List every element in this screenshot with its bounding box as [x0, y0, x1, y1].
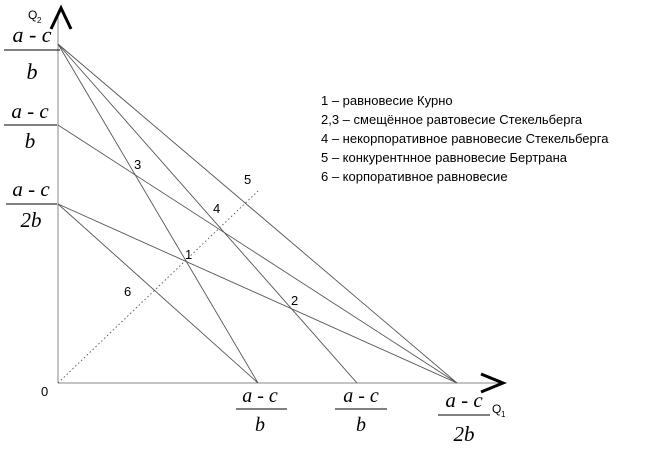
y-axis-label-sub: 2 [37, 16, 42, 25]
x-frac-first-den: b [255, 414, 265, 436]
y-frac-mid-num: a - c [11, 99, 49, 123]
x-frac-second-den: b [356, 414, 366, 436]
y-axis-label: Q [28, 8, 37, 22]
point-label-1: 1 [185, 247, 192, 262]
x-axis-label: Q [492, 402, 501, 416]
y-frac-mid-den: b [25, 129, 36, 153]
y-frac-top-num: a - c [12, 22, 51, 47]
line-mid-to-far [57, 124, 458, 384]
line-low-to-far [57, 203, 458, 384]
point-label-6: 6 [124, 284, 131, 299]
x-frac-far-num: a - c [445, 388, 483, 412]
diagonal-dotted [57, 189, 260, 384]
legend-item-2: 2,3 – смещённое равтовесие Стекельберга [321, 112, 583, 127]
point-label-5: 5 [244, 172, 251, 187]
legend: 1 – равновесие Курно 2,3 – смещённое рав… [321, 93, 609, 184]
line-top-to-far [57, 43, 458, 384]
x-axis-arrow-icon [480, 372, 507, 394]
y-frac-low-den: 2b [21, 208, 42, 232]
y-frac-low: a - c 2b [6, 177, 57, 232]
point-label-3: 3 [134, 157, 141, 172]
y-frac-top-den: b [27, 59, 38, 84]
x-frac-far-den: 2b [454, 422, 475, 446]
y-frac-mid: a - c b [4, 99, 57, 153]
line-low-to-first [57, 203, 259, 384]
point-label-2: 2 [291, 293, 298, 308]
x-frac-second: a - c b [335, 385, 387, 436]
y-axis-arrow-icon [49, 4, 73, 30]
y-frac-low-num: a - c [12, 177, 50, 201]
line-top-to-second [57, 43, 358, 384]
legend-item-1: 1 – равновесие Курно [321, 93, 453, 108]
x-frac-first-num: a - c [242, 385, 278, 407]
legend-item-5: 6 – корпоративное равновесие [321, 169, 508, 184]
x-frac-far: a - c 2b [438, 388, 490, 446]
x-axis-label-sub: 1 [501, 410, 506, 419]
origin-label: 0 [41, 384, 48, 399]
y-frac-top: a - c b [4, 22, 60, 84]
line-top-to-first [57, 43, 259, 384]
x-frac-first: a - c b [236, 385, 287, 436]
legend-item-3: 4 – некорпоративное равновесие Стекельбе… [321, 131, 609, 146]
x-frac-second-num: a - c [343, 385, 379, 407]
point-label-4: 4 [213, 201, 220, 216]
legend-item-4: 5 – конкурентнное равновесие Бертрана [321, 150, 568, 165]
